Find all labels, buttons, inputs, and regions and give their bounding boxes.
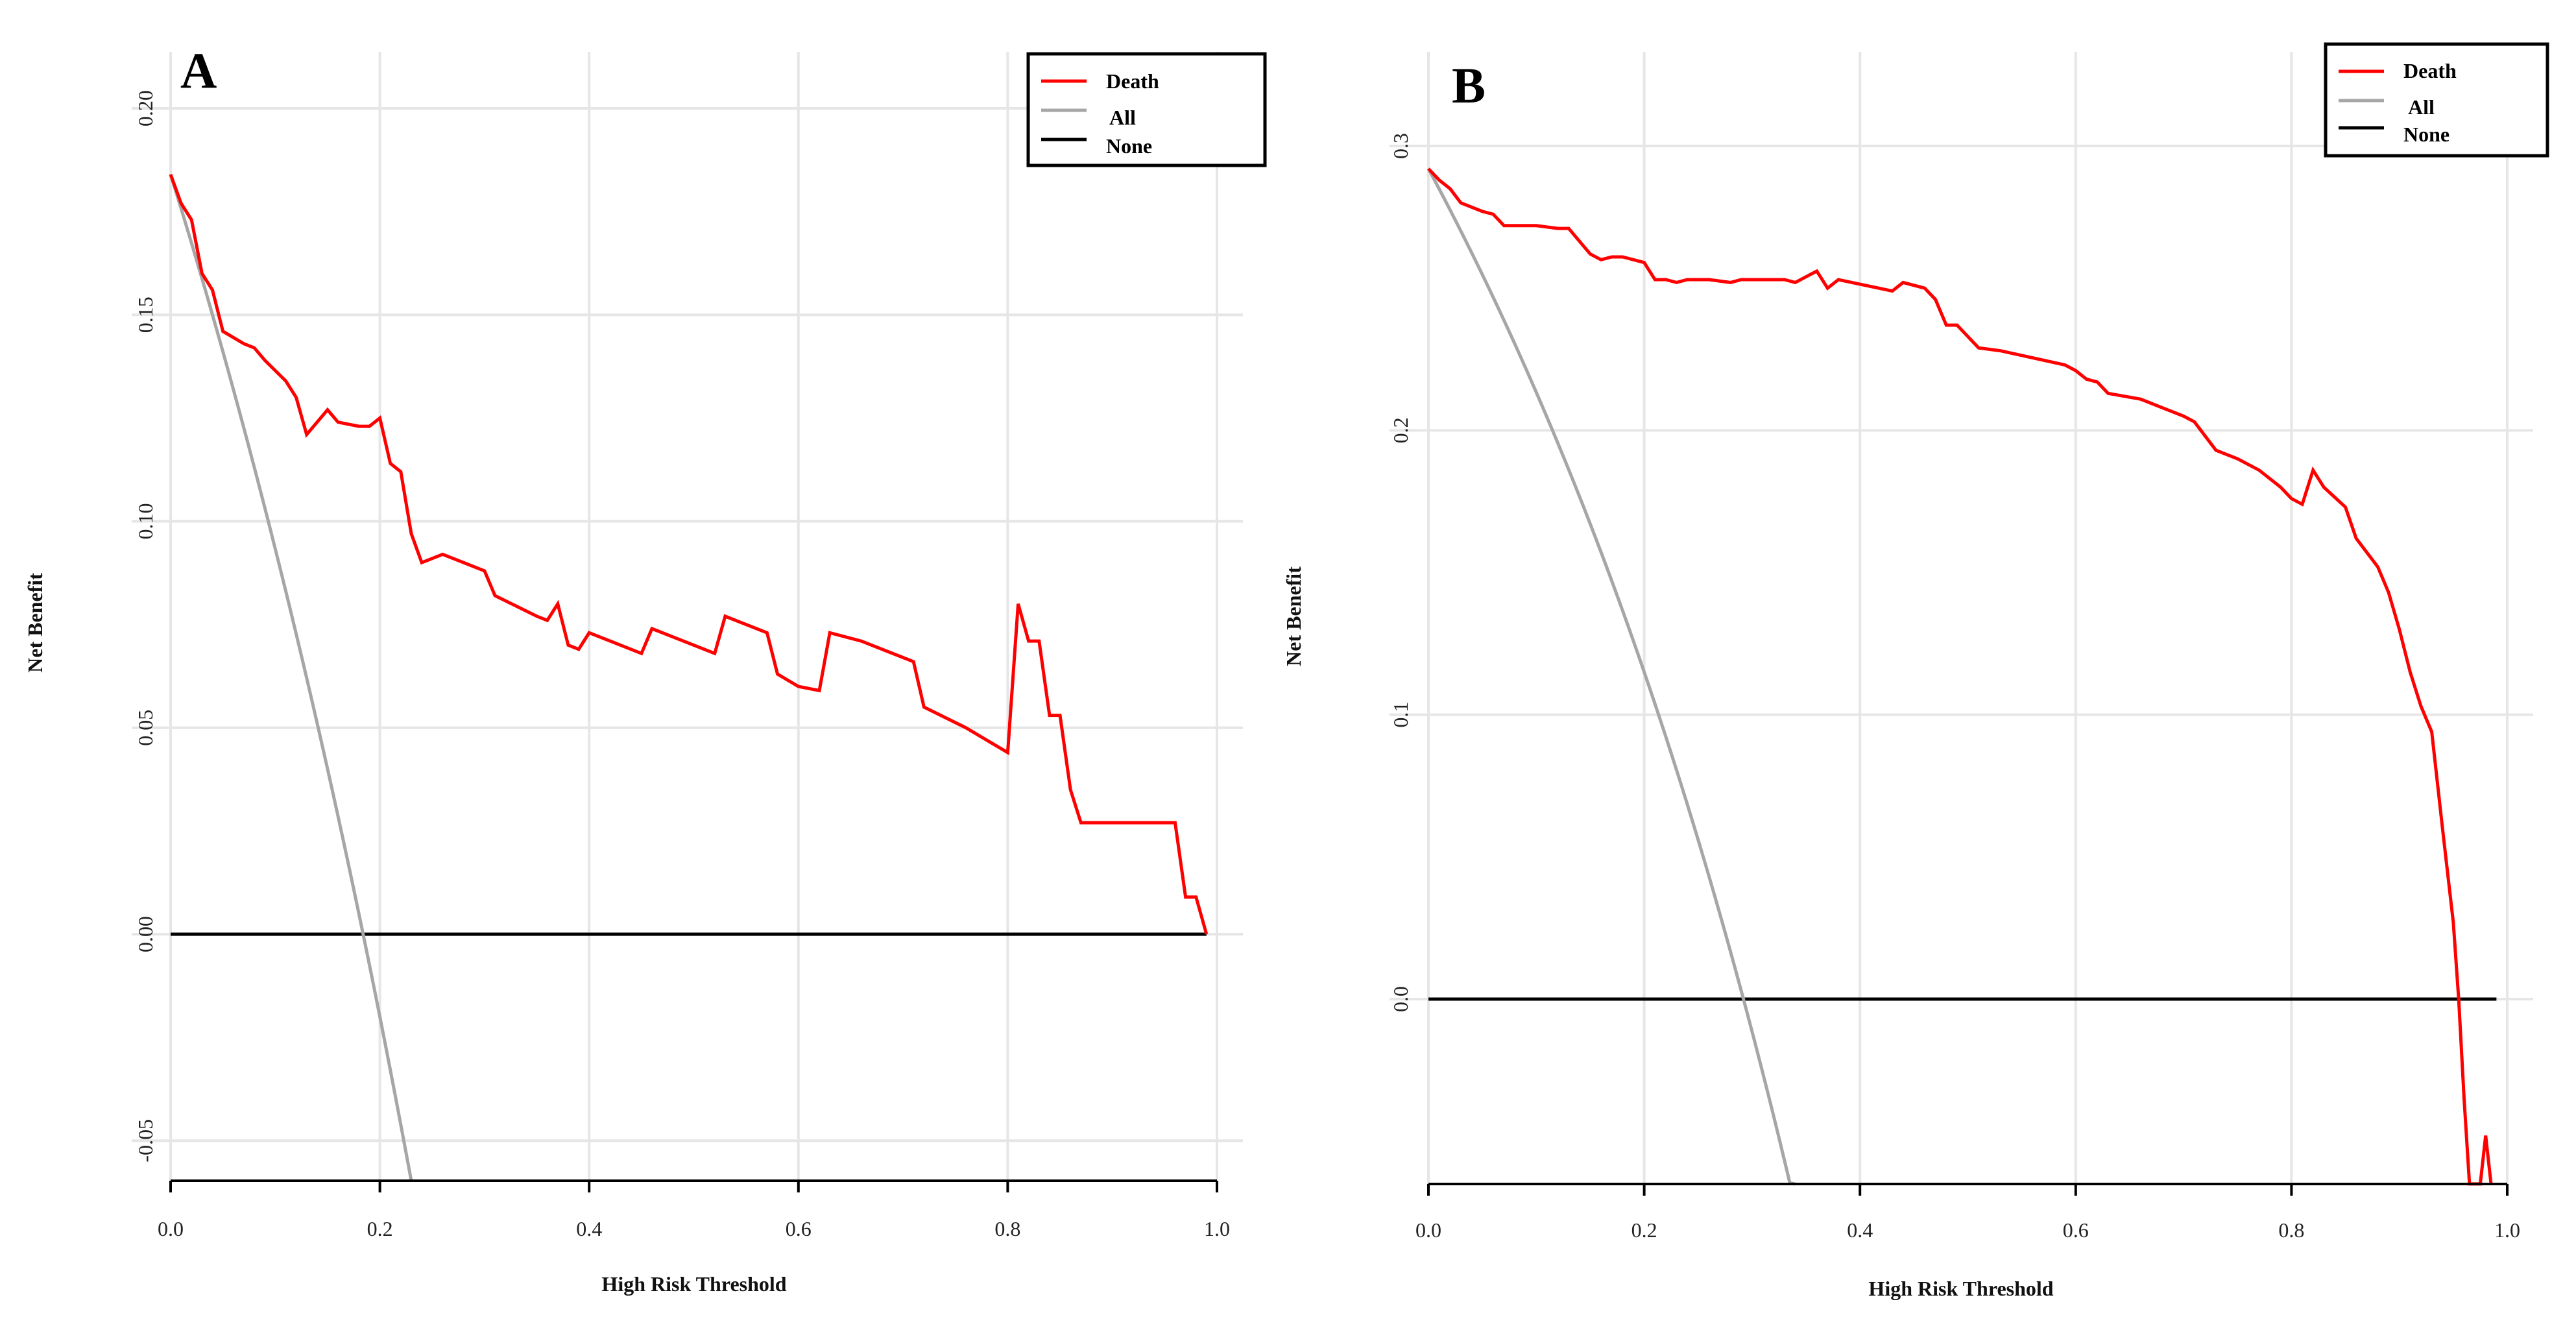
y-axis-title-a: Net Benefit — [23, 573, 47, 673]
x-tick-label-5: 1.0 — [2494, 1218, 2520, 1242]
death-line-a — [169, 173, 1209, 935]
x-tick-label-5: 1.0 — [1204, 1217, 1230, 1240]
x-tick-label-2: 0.4 — [576, 1217, 602, 1240]
legend-b: Death All None — [2324, 42, 2549, 158]
y-tick-label-0: -0.05 — [134, 1119, 157, 1163]
all-line-a — [169, 174, 413, 1181]
legend-a: Death All None — [1026, 52, 1267, 167]
y-tick-label-2: 0.2 — [1389, 417, 1412, 443]
y-axis-title-b: Net Benefit — [1282, 566, 1305, 666]
x-tick-label-3: 0.6 — [786, 1217, 812, 1240]
x-axis-title-b: High Risk Threshold — [1868, 1277, 2053, 1300]
y-tick-label-3: 0.10 — [134, 503, 157, 540]
legend-label-death-b: Death — [2403, 59, 2457, 82]
legend-label-death-a: Death — [1106, 69, 1159, 93]
legend-label-all-a: All — [1109, 106, 1136, 129]
y-tick-label-0: 0.0 — [1389, 986, 1412, 1012]
legend-label-none-a: None — [1106, 134, 1152, 158]
x-tick-label-0: 0.0 — [1415, 1218, 1441, 1242]
y-ticks-a: -0.05 0.00 0.05 0.10 0.15 0.20 — [134, 90, 157, 1163]
x-axis-title-a: High Risk Threshold — [601, 1272, 786, 1296]
y-tick-label-1: 0.1 — [1389, 702, 1412, 728]
y-tick-label-2: 0.05 — [134, 710, 157, 746]
x-tick-label-0: 0.0 — [158, 1217, 184, 1240]
y-tick-label-4: 0.15 — [134, 296, 157, 333]
x-tick-label-2: 0.4 — [1847, 1218, 1873, 1242]
grid-a — [132, 52, 1243, 1181]
y-tick-label-5: 0.20 — [134, 90, 157, 127]
panel-label-a: A — [180, 42, 217, 99]
x-tick-label-3: 0.6 — [2063, 1218, 2089, 1242]
x-ticks-a: 0.0 0.2 0.4 0.6 0.8 1.0 — [158, 1181, 1230, 1240]
y-tick-label-3: 0.3 — [1389, 133, 1412, 159]
x-tick-label-4: 0.8 — [994, 1217, 1020, 1240]
death-line-b — [1427, 167, 2493, 1186]
x-tick-label-1: 0.2 — [1631, 1218, 1657, 1242]
chart-panel-a: 0.0 0.2 0.4 0.6 0.8 1.0 -0.05 0.00 0.05 0.10 0.15… — [23, 42, 1267, 1296]
panel-label-b: B — [1452, 57, 1486, 114]
chart-panel-b: 0.0 0.2 0.4 0.6 0.8 1.0 0.0 0.1 0.2 0.3 High Ris… — [1282, 42, 2549, 1300]
grid-b — [1390, 52, 2533, 1184]
legend-label-none-b: None — [2403, 123, 2450, 146]
x-tick-label-4: 0.8 — [2278, 1218, 2304, 1242]
y-tick-label-1: 0.00 — [134, 916, 157, 952]
legend-label-all-b: All — [2408, 95, 2435, 119]
x-ticks-b: 0.0 0.2 0.4 0.6 0.8 1.0 — [1415, 1184, 2520, 1242]
x-tick-label-1: 0.2 — [367, 1217, 393, 1240]
y-ticks-b: 0.0 0.1 0.2 0.3 — [1389, 133, 1412, 1012]
all-line-b — [1426, 167, 1796, 1186]
